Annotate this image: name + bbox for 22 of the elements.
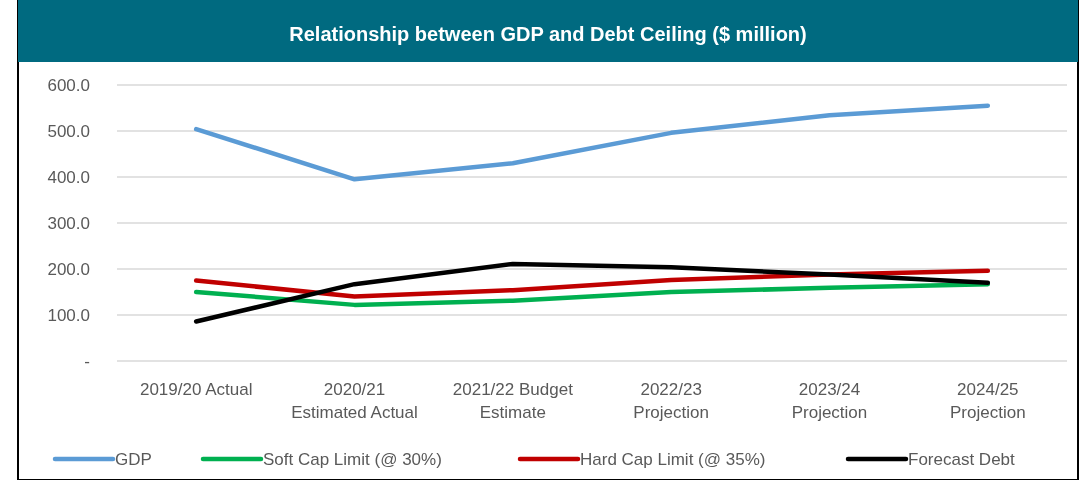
- y-tick-label: 300.0: [47, 214, 90, 233]
- chart-title: Relationship between GDP and Debt Ceiling ($ million): [289, 23, 807, 45]
- legend-label: Hard Cap Limit (@ 35%): [580, 450, 766, 469]
- line-series: [193, 268, 991, 299]
- x-tick-label: 2020/21 Estimated Actual: [291, 380, 418, 422]
- x-tick-label: 2023/24 Projection: [791, 380, 868, 422]
- x-tick-label: 2024/25 Projection: [950, 380, 1026, 422]
- y-tick-label: 600.0: [47, 76, 90, 95]
- x-tick-label: 2019/20 Actual: [139, 380, 253, 399]
- y-tick-label: 100.0: [47, 306, 90, 325]
- x-tick-label: 2022/23 Projection: [633, 380, 709, 422]
- y-tick-label: -: [84, 352, 90, 371]
- line-series: [193, 103, 991, 182]
- y-tick-label: 200.0: [47, 260, 90, 279]
- line-series: [193, 261, 991, 324]
- legend-label: Soft Cap Limit (@ 30%): [263, 450, 442, 469]
- y-tick-label: 500.0: [47, 122, 90, 141]
- y-tick-label: 400.0: [47, 168, 90, 187]
- line-series: [193, 281, 991, 308]
- legend-label: Forecast Debt: [908, 450, 1016, 469]
- x-tick-label: 2021/22 Budget Estimate: [452, 380, 574, 422]
- legend-label: GDP: [115, 450, 152, 469]
